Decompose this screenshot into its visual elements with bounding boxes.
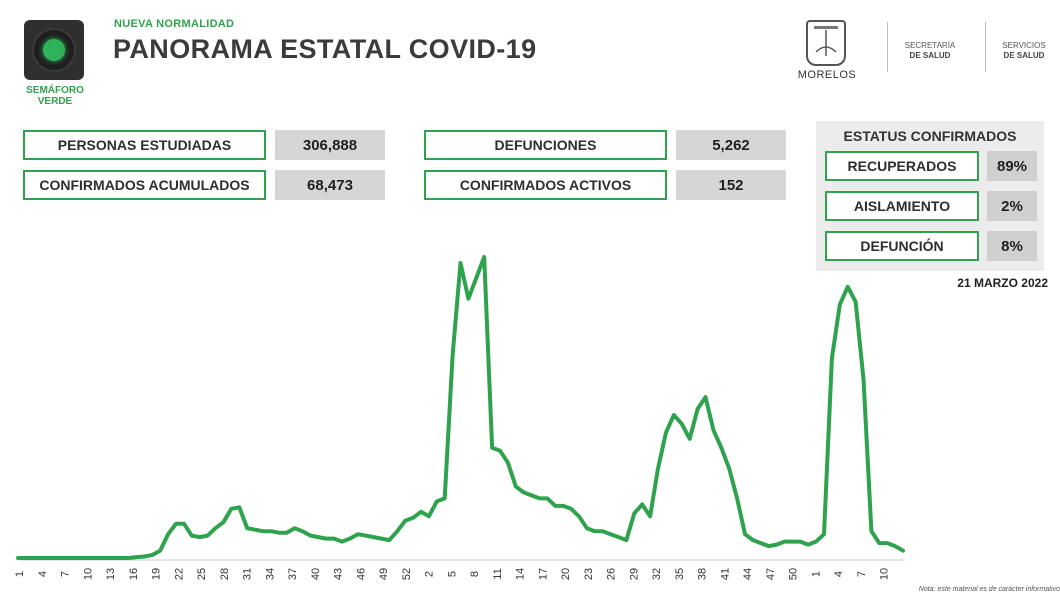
x-tick-label: 10 [82,568,94,580]
cases-line-chart: 1 4 7 10 13 16 19 22 25 28 31 34 37 40 43 46 49 52 2 5 8 11 14… [14,255,905,580]
semaforo-label: SEMÁFORO VERDE [26,85,84,107]
status-value-defuncion: 8% [987,231,1037,261]
x-tick-label: 19 [151,568,163,580]
x-tick-label: 1 [810,571,822,577]
report-date: 21 MARZO 2022 [957,276,1048,290]
x-tick-label: 13 [105,568,117,580]
x-tick-label: 17 [537,568,549,580]
x-tick-label: 1 [14,571,26,577]
x-tick-label: 49 [378,568,390,580]
semaforo-icon [24,20,84,80]
x-tick-label: 23 [583,568,595,580]
state-emblem-icon [806,20,846,66]
x-tick-label: 20 [560,568,572,580]
x-tick-label: 29 [628,568,640,580]
x-tick-label: 46 [355,568,367,580]
x-tick-label: 52 [401,568,413,580]
stat-label-confirmados-activos: CONFIRMADOS ACTIVOS [424,170,667,200]
x-tick-label: 7 [856,571,868,577]
x-tick-label: 38 [697,568,709,580]
divider [985,22,986,72]
x-tick-label: 22 [173,568,185,580]
stat-value-defunciones: 5,262 [676,130,786,160]
footnote: Nota: este material es de carácter infor… [918,586,1060,593]
x-tick-label: 41 [719,568,731,580]
x-tick-label: 28 [219,568,231,580]
x-tick-label: 31 [242,568,254,580]
status-value-recuperados: 89% [987,151,1037,181]
org-servicios-salud: SERVICIOS DE SALUD [1002,41,1046,60]
org-secretaria-salud: SECRETARÍA DE SALUD [904,41,956,60]
state-logo-text: MORELOS [797,69,857,81]
x-tick-label: 10 [879,568,891,580]
x-tick-label: 44 [742,568,754,580]
series-line-casos [16,255,905,560]
x-tick-label: 32 [651,568,663,580]
x-tick-label: 37 [287,568,299,580]
status-title: ESTATUS CONFIRMADOS [843,128,1017,144]
stat-label-confirmados-acumulados: CONFIRMADOS ACUMULADOS [23,170,266,200]
stat-value-confirmados-activos: 152 [676,170,786,200]
divider [887,22,888,72]
x-tick-label: 11 [492,568,504,579]
x-tick-label: 47 [765,568,777,580]
page-title: PANORAMA ESTATAL COVID-19 [113,34,537,64]
x-tick-label: 4 [833,571,845,577]
x-tick-label: 50 [788,568,800,580]
x-tick-label: 7 [60,571,72,577]
stat-value-personas-estudiadas: 306,888 [275,130,385,160]
x-tick-label: 14 [515,568,527,580]
x-tick-label: 25 [196,568,208,580]
tagline: NUEVA NORMALIDAD [114,18,235,30]
x-tick-label: 26 [606,568,618,580]
x-tick-label: 43 [333,568,345,580]
stat-label-personas-estudiadas: PERSONAS ESTUDIADAS [23,130,266,160]
stat-value-confirmados-acumulados: 68,473 [275,170,385,200]
x-tick-label: 5 [446,571,458,577]
x-tick-label: 40 [310,568,322,580]
status-label-defuncion: DEFUNCIÓN [825,231,979,261]
status-label-aislamiento: AISLAMIENTO [825,191,979,221]
status-label-recuperados: RECUPERADOS [825,151,979,181]
x-tick-label: 16 [128,568,140,580]
x-tick-label: 8 [469,571,481,577]
stat-label-defunciones: DEFUNCIONES [424,130,667,160]
status-value-aislamiento: 2% [987,191,1037,221]
x-tick-label: 4 [37,571,49,577]
x-tick-label: 35 [674,568,686,580]
x-tick-label: 2 [424,571,436,577]
x-tick-label: 34 [264,568,276,580]
